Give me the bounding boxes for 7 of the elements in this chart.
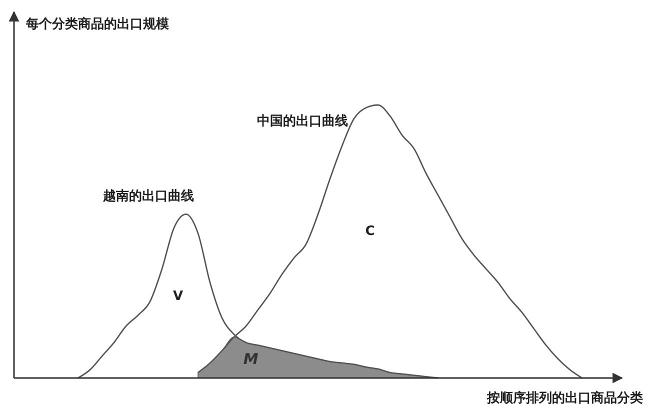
- series-label: M: [243, 350, 258, 368]
- x-axis-title: 按顺序排列的出口商品分类: [486, 390, 643, 406]
- annotation: V: [172, 289, 184, 304]
- series-label: 越南的出口曲线: [102, 189, 194, 204]
- series-label: 中国的出口曲线: [257, 114, 348, 129]
- annotation: C: [365, 224, 375, 239]
- text: 每个分类商品的出口规模: [25, 16, 169, 32]
